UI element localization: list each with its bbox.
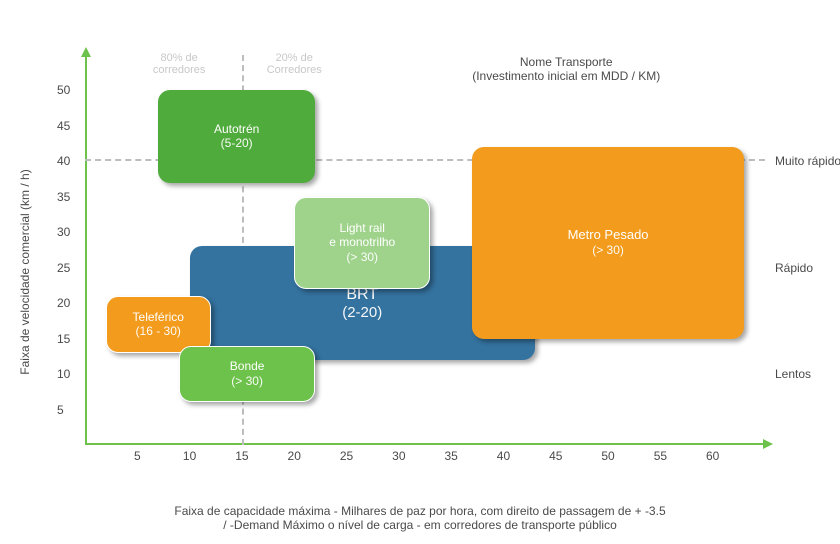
x-axis-label: Faixa de capacidade máxima - Milhares de… [70,504,770,532]
x-tick: 10 [183,449,196,463]
speed-category-label: Rápido [775,261,840,275]
y-axis-label: Faixa de velocidade comercial (km / h) [18,169,32,374]
y-axis-line [85,55,87,445]
mode-box-name: Metro Pesado [568,228,649,243]
chart-container: Faixa de velocidade comercial (km / h) 5… [0,0,840,544]
x-tick: 60 [706,449,719,463]
mode-box-name: Teleférico [133,311,184,325]
mode-box-sub: (> 30) [592,243,624,257]
y-tick: 10 [57,367,70,381]
y-tick: 50 [57,83,70,97]
mode-box-name: Light rail e monotrilho [329,222,395,250]
y-tick: 15 [57,332,70,346]
y-tick: 25 [57,261,70,275]
x-tick: 35 [444,449,457,463]
x-axis-arrow [763,439,773,449]
x-tick: 30 [392,449,405,463]
x-tick: 40 [497,449,510,463]
x-tick: 5 [134,449,141,463]
mode-box-sub: (16 - 30) [136,324,181,338]
x-axis-line [85,443,765,445]
mode-box-sub: (> 30) [346,250,378,264]
corridor-note: 20% de Corredores [267,52,322,76]
x-tick: 50 [601,449,614,463]
mode-box-bonde: Bonde(> 30) [179,346,315,403]
x-tick: 25 [340,449,353,463]
mode-box-sub: (2-20) [342,304,382,321]
mode-box-autotren: Autotrén(5-20) [158,90,315,182]
chart-title: Nome Transporte (Investimento inicial em… [472,55,660,83]
mode-box-name: Autotrén [214,123,259,137]
speed-category-label: Lentos [775,367,840,381]
plot-area: 5101520253035404550556051015202530354045… [85,55,765,445]
x-tick: 45 [549,449,562,463]
y-tick: 45 [57,119,70,133]
y-tick: 20 [57,296,70,310]
corridor-note: 80% de corredores [153,52,206,76]
y-tick: 30 [57,225,70,239]
mode-box-sub: (> 30) [231,374,263,388]
speed-category-label: Muito rápido [775,154,840,168]
mode-box-teleferico: Teleférico(16 - 30) [106,296,211,353]
x-tick: 55 [654,449,667,463]
y-tick: 5 [57,403,64,417]
mode-box-metro: Metro Pesado(> 30) [472,147,744,338]
mode-box-sub: (5-20) [221,136,253,150]
x-tick: 15 [235,449,248,463]
mode-box-name: Bonde [230,360,265,374]
y-tick: 40 [57,154,70,168]
x-tick: 20 [288,449,301,463]
y-tick: 35 [57,190,70,204]
y-axis-arrow [81,47,91,57]
mode-box-lightrail: Light rail e monotrilho(> 30) [294,197,430,289]
